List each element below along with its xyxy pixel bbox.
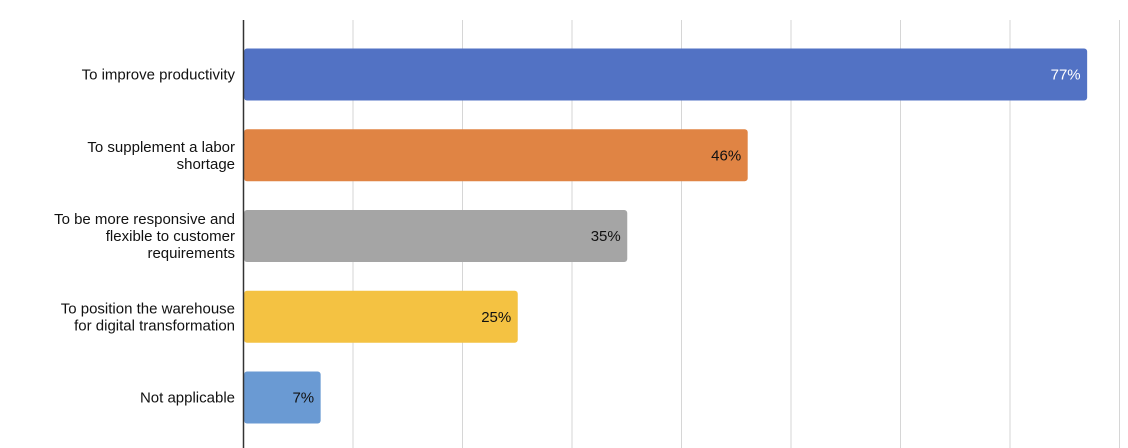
data-label-0: 77%	[1051, 67, 1081, 84]
category-label-line: To supplement a labor	[87, 139, 235, 156]
bar-0	[244, 48, 1088, 101]
category-label-4: Not applicable	[140, 390, 235, 407]
bar-1	[244, 129, 748, 182]
data-label-4: 7%	[292, 390, 314, 407]
category-label-3: To position the warehouse for digital tra…	[61, 300, 235, 334]
bar-2	[244, 210, 628, 262]
data-label-2: 35%	[591, 228, 621, 245]
category-label-2: To be more responsive and flexible to cus…	[54, 211, 235, 262]
category-label-0: To improve productivity	[82, 67, 236, 84]
category-label-line: Not applicable	[140, 390, 235, 407]
data-label-1: 46%	[711, 147, 741, 164]
category-label-line: To position the warehouse	[61, 300, 235, 317]
category-labels: To improve productivity To supplement a l…	[54, 67, 235, 407]
bars: 77% 46% 35% 25% 7%	[244, 48, 1088, 424]
category-label-1: To supplement a labor shortage	[87, 139, 235, 173]
category-label-line: requirements	[147, 245, 235, 262]
category-label-line: shortage	[177, 156, 235, 173]
bar-3	[244, 290, 518, 343]
data-label-3: 25%	[481, 309, 511, 326]
category-label-line: for digital transformation	[74, 317, 235, 334]
bar-4	[244, 371, 321, 424]
category-label-line: To improve productivity	[82, 67, 236, 84]
category-label-line: flexible to customer	[106, 228, 235, 245]
category-label-line: To be more responsive and	[54, 211, 235, 228]
